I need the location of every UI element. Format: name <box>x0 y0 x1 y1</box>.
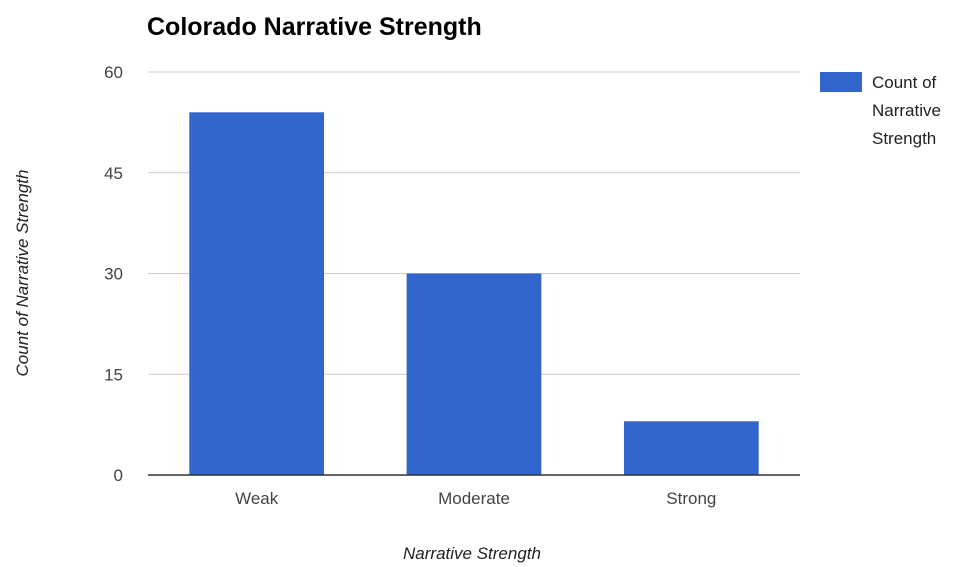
y-tick-label: 15 <box>104 365 123 384</box>
bars <box>189 112 758 475</box>
legend-label-line-2: Narrative <box>872 101 941 120</box>
legend-label-line-1: Count of <box>872 73 937 92</box>
y-axis-ticks: 0 15 30 45 60 <box>104 63 123 485</box>
legend: Count of Narrative Strength <box>820 72 941 148</box>
y-tick-label: 45 <box>104 164 123 183</box>
y-tick-label: 60 <box>104 63 123 82</box>
x-axis-ticks: Weak Moderate Strong <box>235 489 716 508</box>
legend-swatch <box>820 72 862 92</box>
bar-strong <box>624 421 759 475</box>
x-tick-label: Strong <box>666 489 716 508</box>
bar-moderate <box>407 274 542 476</box>
x-tick-label: Moderate <box>438 489 510 508</box>
y-tick-label: 30 <box>104 265 123 284</box>
legend-label-line-3: Strength <box>872 129 936 148</box>
x-tick-label: Weak <box>235 489 279 508</box>
chart-title: Colorado Narrative Strength <box>147 13 482 41</box>
y-tick-label: 0 <box>114 466 123 485</box>
x-axis-title: Narrative Strength <box>403 544 541 563</box>
y-axis-title: Count of Narrative Strength <box>13 170 32 377</box>
bar-weak <box>189 112 324 475</box>
